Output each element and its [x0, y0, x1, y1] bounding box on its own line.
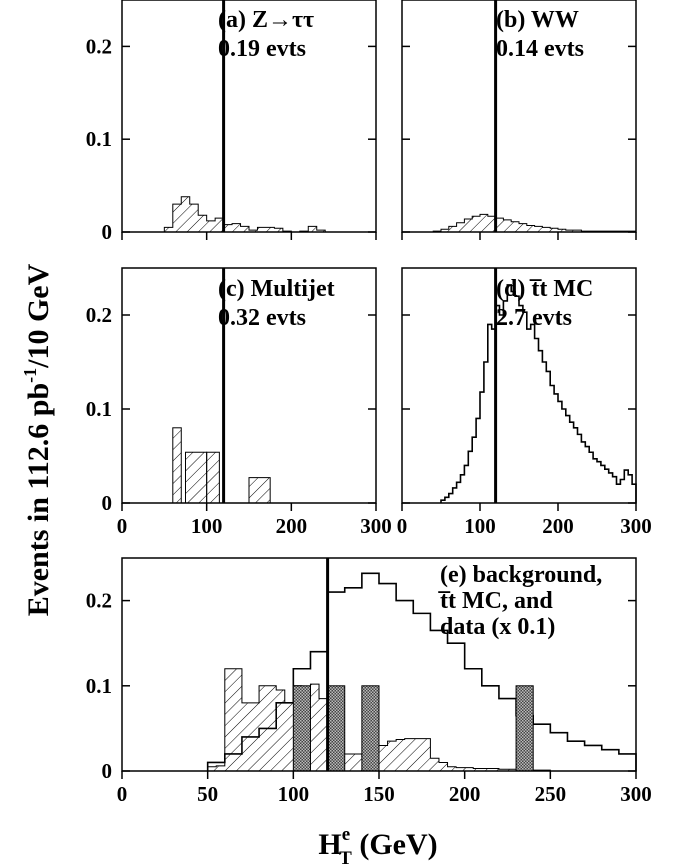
frame-b — [401, 0, 637, 233]
series-e-1-histogram — [206, 572, 637, 771]
panel-label-c-line-0: (c) Multijet — [218, 276, 335, 302]
x-axis-title-superscript: e — [342, 824, 350, 845]
data-bar-e-3 — [515, 685, 534, 772]
data-bar-e-1 — [327, 685, 346, 772]
y-axis-title-exponent: -1 — [20, 368, 40, 383]
frame-d — [401, 267, 637, 504]
panel-d: 0 100 200 300 (d) t̅t MC 2.7 evts — [397, 267, 652, 538]
x-tick-label-e-5: 250 — [535, 782, 567, 806]
panel-label-b-line-1: 0.14 evts — [496, 36, 584, 62]
x-tick-label-c-1: 100 — [191, 514, 223, 538]
panel-label-d-line-0: (d) t̅t MC — [496, 276, 593, 302]
series-b-0-histogram — [432, 213, 637, 233]
x-tick-label-d-1: 100 — [464, 514, 496, 538]
panel-a: 0 0.1 0.2 (a) Z→ττ 0.19 evts — [86, 0, 377, 244]
panel-label-b-line-0: (b) WW — [496, 7, 579, 33]
panel-b: (b) WW 0.14 evts — [401, 0, 637, 240]
x-axis-title-main: H — [318, 828, 341, 861]
x-axis-title-subscript: T — [339, 848, 352, 867]
y-tick-label-c-1: 0.1 — [86, 397, 112, 421]
data-bar-e-0 — [292, 685, 311, 772]
bar-c-2 — [206, 451, 220, 504]
y-tick-label-c-2: 0.2 — [86, 303, 112, 327]
x-tick-label-d-0: 0 — [397, 514, 408, 538]
y-tick-label-e-1: 0.1 — [86, 674, 112, 698]
x-tick-label-d-2: 200 — [542, 514, 574, 538]
panel-c: 0 0.1 0.2 0 100 200 300 (c) Multijet 0.32 evts — [86, 267, 392, 538]
x-tick-label-e-2: 100 — [278, 782, 310, 806]
panel-e: 0 0.1 0.2 0 50 100 150 200 250 300 (e) background,… — [86, 557, 652, 806]
y-tick-label-a-0: 0 — [102, 220, 113, 244]
y-tick-label-c-0: 0 — [102, 491, 113, 515]
panel-label-e-line-2: data (x 0.1) — [440, 614, 555, 640]
y-axis-title: Events in 112.6 pb-1/10 GeV — [20, 263, 55, 616]
y-axis-title-tail: /10 GeV — [22, 263, 55, 368]
y-tick-label-a-2: 0.2 — [86, 34, 112, 58]
bar-c-3 — [248, 477, 271, 504]
panel-label-d-line-1: 2.7 evts — [496, 305, 572, 331]
frame-c — [121, 267, 377, 504]
x-tick-label-c-0: 0 — [117, 514, 128, 538]
panel-label-a-line-1: 0.19 evts — [218, 36, 306, 62]
panel-label-e-line-0: (e) background, — [440, 562, 602, 588]
x-tick-label-d-3: 300 — [620, 514, 652, 538]
x-tick-label-c-2: 200 — [276, 514, 308, 538]
panel-label-e-line-1: t̅t MC, and — [437, 588, 553, 614]
panel-label-a-line-0: (a) Z→ττ — [218, 7, 314, 33]
y-axis-title-main: Events in 112.6 pb — [22, 383, 55, 616]
x-tick-label-e-3: 150 — [363, 782, 395, 806]
x-tick-label-e-1: 50 — [197, 782, 218, 806]
x-axis-title: He T (GeV) — [318, 824, 437, 867]
y-tick-label-e-0: 0 — [102, 759, 113, 783]
y-tick-label-e-2: 0.2 — [86, 589, 112, 613]
x-tick-label-c-3: 300 — [360, 514, 392, 538]
series-d-0-histogram — [440, 284, 637, 503]
data-bar-e-2 — [361, 685, 380, 772]
x-tick-label-e-4: 200 — [449, 782, 481, 806]
frame-a — [121, 0, 377, 233]
panel-label-c-line-1: 0.32 evts — [218, 305, 306, 331]
bar-c-1 — [185, 451, 208, 504]
x-tick-label-e-0: 0 — [117, 782, 128, 806]
x-tick-label-e-6: 300 — [620, 782, 652, 806]
series-a-0-histogram — [155, 196, 376, 233]
x-axis-title-tail: (GeV) — [352, 828, 438, 861]
y-tick-label-a-1: 0.1 — [86, 127, 112, 151]
bar-c-0 — [172, 427, 182, 504]
